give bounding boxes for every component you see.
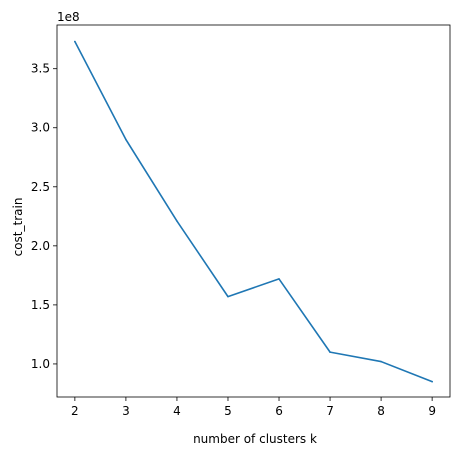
y-tick-label: 1.5 [31, 298, 50, 312]
plot-area: 2 3 4 5 6 7 8 9 1.0 1.5 2.0 2.5 3.0 3.5 [31, 24, 451, 418]
x-axis-label: number of clusters k [193, 432, 317, 446]
data-point [431, 380, 433, 383]
data-point [74, 40, 76, 43]
data-point [329, 351, 331, 353]
data-point [380, 360, 382, 363]
x-tick-label: 8 [377, 404, 385, 418]
x-tick-label: 6 [275, 404, 283, 418]
x-tick-label: 4 [173, 404, 181, 418]
data-point [176, 220, 178, 222]
series-line [74, 40, 433, 383]
x-tick-label: 5 [224, 404, 232, 418]
x-tick-label: 2 [71, 404, 79, 418]
x-tick-label: 3 [122, 404, 130, 418]
y-tick-label: 3.0 [31, 121, 50, 135]
y-tick-label: 1.0 [31, 357, 50, 371]
data-point [227, 295, 229, 298]
y-axis-label: cost_train [11, 198, 25, 257]
y-tick-label: 2.0 [31, 239, 50, 253]
offset-label: 1e8 [57, 10, 80, 24]
y-tick-label: 3.5 [31, 62, 50, 76]
x-tick-label: 9 [428, 404, 436, 418]
y-tick-label: 2.5 [31, 180, 50, 194]
x-tick-label: 7 [326, 404, 334, 418]
plot-frame [56, 24, 451, 398]
data-point [125, 138, 127, 141]
data-point [278, 278, 280, 280]
